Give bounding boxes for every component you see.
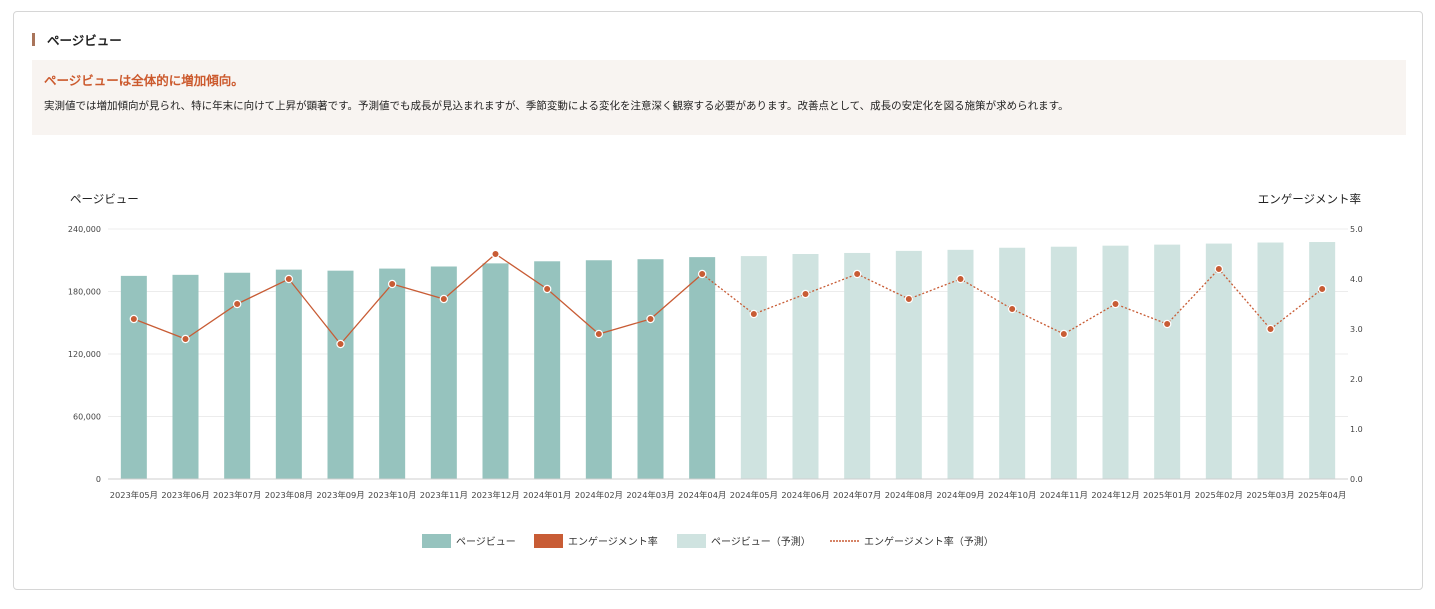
y-right-tick-label: 0.0 xyxy=(1350,475,1363,484)
engagement-forecast-point xyxy=(1059,329,1069,339)
y-right-tick-label: 5.0 xyxy=(1350,225,1363,234)
pageview-bar xyxy=(379,268,406,479)
section-header: ページビュー xyxy=(32,32,122,48)
forecast-bar xyxy=(895,250,922,479)
y-left-axis-title: ページビュー xyxy=(70,192,139,206)
engagement-forecast-point xyxy=(1111,299,1120,309)
y-right-axis-title: エンゲージメント率 xyxy=(1258,192,1361,206)
x-tick-label: 2024年01月 xyxy=(523,490,571,500)
y-left-tick-label: 120,000 xyxy=(68,350,101,359)
x-tick-label: 2025年03月 xyxy=(1246,490,1294,500)
engagement-forecast-point xyxy=(1317,284,1327,294)
engagement-forecast-point xyxy=(801,289,810,299)
legend-pageview-forecast-swatch xyxy=(677,534,706,548)
forecast-bar xyxy=(947,249,974,479)
legend-pageview-swatch xyxy=(422,534,451,548)
y-right-tick-label: 3.0 xyxy=(1350,325,1363,334)
section-title: ページビュー xyxy=(47,32,122,48)
engagement-point xyxy=(129,314,139,324)
x-tick-label: 2025年04月 xyxy=(1298,490,1346,500)
x-tick-label: 2023年09月 xyxy=(316,490,364,500)
engagement-point xyxy=(439,294,449,304)
summary-box: ページビューは全体的に増加傾向。 実測値では増加傾向が見られ、特に年末に向けて上… xyxy=(32,60,1406,135)
x-tick-label: 2024年03月 xyxy=(626,490,674,500)
x-tick-label: 2024年10月 xyxy=(988,490,1036,500)
pageview-bar xyxy=(534,261,561,479)
engagement-point xyxy=(387,279,397,289)
forecast-bar xyxy=(844,252,871,479)
x-tick-label: 2024年12月 xyxy=(1091,490,1139,500)
legend-pageview-label: ページビュー xyxy=(456,536,516,548)
x-tick-label: 2024年07月 xyxy=(833,490,881,500)
legend-engagement-label: エンゲージメント率 xyxy=(568,535,658,548)
x-tick-label: 2023年06月 xyxy=(161,490,209,500)
pageview-bar xyxy=(172,274,199,479)
pageview-bar xyxy=(637,259,664,479)
y-left-tick-label: 60,000 xyxy=(73,413,101,422)
engagement-point xyxy=(232,299,242,309)
y-right-tick-label: 2.0 xyxy=(1350,375,1363,384)
engagement-point xyxy=(542,284,552,294)
forecast-bar xyxy=(792,254,819,479)
engagement-point xyxy=(697,269,707,279)
forecast-bar xyxy=(999,247,1026,479)
x-tick-label: 2025年02月 xyxy=(1195,490,1243,500)
engagement-point xyxy=(594,329,604,339)
forecast-bar xyxy=(1205,243,1232,479)
x-tick-label: 2024年08月 xyxy=(885,490,933,500)
legend-pageview-forecast-label: ページビュー（予測） xyxy=(711,535,811,548)
summary-body: 実測値では増加傾向が見られ、特に年末に向けて上昇が顕著です。予測値でも成長が見込… xyxy=(44,100,1069,112)
forecast-bar xyxy=(1257,242,1284,479)
engagement-forecast-point xyxy=(749,309,759,319)
forecast-bar xyxy=(1102,245,1129,479)
engagement-forecast-point xyxy=(956,274,965,284)
pageview-bar xyxy=(327,270,354,479)
engagement-point xyxy=(491,249,500,259)
section-accent-bar xyxy=(32,32,35,46)
x-tick-label: 2023年05月 xyxy=(110,490,158,500)
x-tick-label: 2024年05月 xyxy=(730,490,778,500)
x-tick-label: 2024年11月 xyxy=(1040,490,1088,500)
engagement-forecast-point xyxy=(904,294,914,304)
x-tick-label: 2024年09月 xyxy=(936,490,984,500)
summary-headline: ページビューは全体的に増加傾向。 xyxy=(44,73,244,88)
engagement-forecast-point xyxy=(1007,304,1017,314)
pageview-bar xyxy=(585,260,612,479)
pageview-bar xyxy=(482,263,509,479)
forecast-bar xyxy=(1154,244,1181,479)
legend-engagement-swatch xyxy=(534,534,563,548)
pageview-bar xyxy=(120,275,147,479)
engagement-point xyxy=(284,274,294,284)
x-tick-label: 2025年01月 xyxy=(1143,490,1191,500)
engagement-forecast-point xyxy=(1214,264,1224,274)
pageview-bar xyxy=(689,257,716,479)
x-tick-label: 2023年10月 xyxy=(368,490,416,500)
x-tick-label: 2023年07月 xyxy=(213,490,261,500)
y-right-tick-label: 1.0 xyxy=(1350,425,1363,434)
legend-engagement-forecast-label: エンゲージメント率（予測） xyxy=(864,535,994,548)
x-tick-label: 2023年12月 xyxy=(471,490,519,500)
pageview-bar xyxy=(275,269,302,479)
forecast-bar xyxy=(1050,246,1077,479)
engagement-point xyxy=(181,334,190,344)
y-left-tick-label: 180,000 xyxy=(68,288,101,297)
engagement-forecast-point xyxy=(852,269,862,279)
forecast-bar xyxy=(740,256,767,479)
engagement-forecast-point xyxy=(1162,319,1172,329)
y-left-tick-label: 0 xyxy=(96,475,101,484)
engagement-forecast-point xyxy=(1266,324,1275,334)
x-tick-label: 2023年08月 xyxy=(265,490,313,500)
engagement-point xyxy=(646,314,655,324)
x-tick-label: 2024年04月 xyxy=(678,490,726,500)
y-right-tick-label: 4.0 xyxy=(1350,275,1363,284)
x-tick-label: 2024年06月 xyxy=(781,490,829,500)
forecast-bar xyxy=(1309,242,1336,479)
engagement-point xyxy=(336,339,345,349)
y-left-tick-label: 240,000 xyxy=(68,225,101,234)
x-tick-label: 2023年11月 xyxy=(420,490,468,500)
engagement-line xyxy=(133,253,703,346)
x-tick-label: 2024年02月 xyxy=(575,490,623,500)
